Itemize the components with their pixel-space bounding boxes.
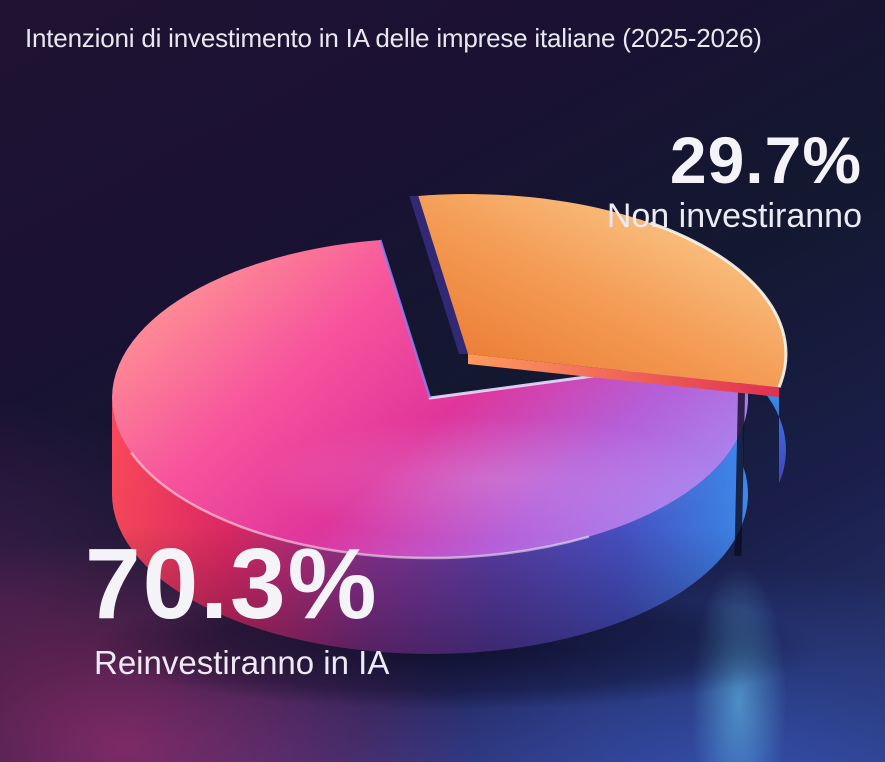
main-caption: Reinvestiranno in IA: [94, 644, 390, 681]
secondary-arc-rim-highlight: [649, 221, 788, 388]
pie-slice-secondary-cut-rim: [468, 354, 779, 397]
pie-slice-main-side-shading: [112, 370, 748, 654]
callout-reinvestiranno: 70.3% Reinvestiranno in IA: [85, 534, 389, 679]
main-left-edge-rim: [379, 239, 432, 399]
callout-non-investiranno: 29.7% Non investiranno: [607, 127, 862, 233]
secondary-caption: Non investiranno: [606, 197, 862, 235]
chart-title: Intenzioni di investimento in IA delle i…: [25, 23, 762, 53]
secondary-percentage: 29.7%: [669, 123, 862, 197]
pie-slice-main-sheen: [260, 416, 720, 540]
pie-slice-secondary-left-cut: [409, 196, 468, 354]
main-front-rim-highlight: [130, 451, 590, 560]
main-percentage: 70.3%: [85, 528, 379, 640]
